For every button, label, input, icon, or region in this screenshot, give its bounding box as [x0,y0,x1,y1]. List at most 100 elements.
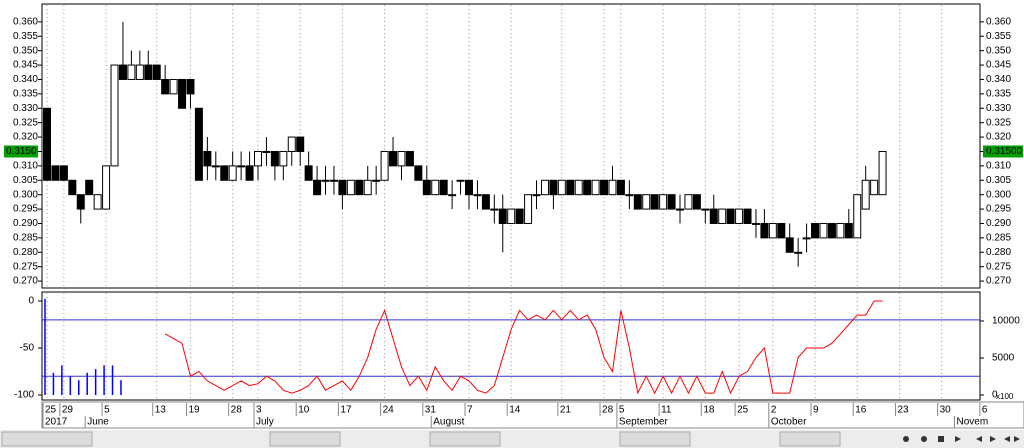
candle-body [616,179,625,196]
y-tick-label: 0.340 [13,74,38,85]
x-tick-label: 13 [155,405,167,416]
y-tick-label: 0.345 [13,60,38,71]
candle-body [718,208,727,224]
y-tick-label: 0.325 [986,117,1011,128]
last-price-label: 0.31500 [986,146,1023,157]
y-tick-label: 0.320 [13,132,38,143]
candle-body [110,64,119,167]
y2-tick-label: 5000 [992,353,1015,364]
y-tick-label: 0.270 [13,276,38,287]
y-tick-label: 0.355 [986,31,1011,42]
candle-body [254,150,262,167]
month-label: June [87,417,109,428]
y-tick-label: 0.300 [986,189,1011,200]
y-tick-label: 0.345 [986,60,1011,71]
x-tick-label: 7 [467,405,473,416]
toolbar-tab[interactable] [1,431,93,447]
candle-body [102,165,111,210]
candle-body [363,179,372,196]
candle-body [43,107,51,181]
candle-body [667,194,676,210]
y-tick-label: 0.350 [986,45,1011,56]
icon-button[interactable] [1014,436,1020,442]
toolbar-tab[interactable] [429,431,501,447]
y-tick-label: -50 [20,343,35,354]
candle-body [701,208,710,211]
x-tick-label: 25 [737,405,749,416]
candle-body [93,194,102,210]
candle-body [751,222,760,225]
candle-body [566,179,575,196]
candle-body [76,194,85,210]
x-tick-label: 28 [602,405,614,416]
candle-body [355,179,364,196]
x-tick-label: 2 [771,405,777,416]
candle-body [574,179,583,196]
month-label: 2017 [45,417,68,428]
candle-body [735,208,744,224]
candle-body [405,150,414,167]
icon-button[interactable] [1004,436,1010,442]
candle-body [583,179,592,196]
icon-button[interactable] [955,436,961,442]
candle-body [608,179,617,196]
icon-button[interactable] [976,436,982,442]
icon-button[interactable] [938,436,944,442]
candle-body [726,208,735,224]
y-tick-label: 0.280 [13,247,38,258]
candle-body [625,194,634,197]
candle-body [135,64,144,80]
x-tick-label: 25 [45,405,57,416]
candle-body [439,179,448,196]
y-tick-label: 0.360 [13,16,38,27]
month-label: Novem [957,417,989,428]
candle-body [532,194,541,197]
y-tick-label: -100 [14,390,34,401]
candle-body [372,179,381,182]
candle-body [414,165,423,181]
volume-unit: x100 [996,392,1014,401]
candle-body [389,150,398,167]
candle-body [802,237,811,240]
toolbar [0,430,1024,448]
candle-body [321,179,330,182]
candle-body [777,222,786,239]
candle-body [768,222,777,239]
icon-button[interactable] [921,436,927,442]
candle-body [743,208,752,224]
candle-body [465,179,473,196]
candle-body [346,179,355,196]
month-label: September [619,417,669,428]
icon-button[interactable] [903,436,909,442]
candle-body [127,64,136,80]
y-tick-label: 0.285 [986,233,1011,244]
candle-body [490,208,499,211]
toolbar-tab[interactable] [779,431,841,447]
x-tick-label: 9 [813,405,819,416]
x-tick-label: 24 [383,405,395,416]
candle-body [262,150,271,153]
candle-body [237,165,246,168]
y-tick-label: 0.310 [986,161,1011,172]
candle-body [152,64,161,80]
candle-body [245,165,254,181]
toolbar-tab[interactable] [269,431,341,447]
x-tick-label: 10 [298,405,310,416]
candle-body [287,136,296,152]
candle-body [549,179,558,196]
toolbar-tab[interactable] [619,431,691,447]
candle-body [161,78,170,95]
candle-body [422,179,431,196]
y-tick-label: 0.280 [986,247,1011,258]
candle-body [794,251,803,254]
icon-button[interactable] [990,436,996,442]
x-tick-label: 14 [509,405,521,416]
candle-body [220,165,229,181]
candle-body [870,179,879,196]
candle-body [194,107,203,181]
x-tick-label: 28 [231,405,243,416]
candle-body [186,78,195,95]
candle-body [692,194,701,210]
candle-body [380,150,389,181]
